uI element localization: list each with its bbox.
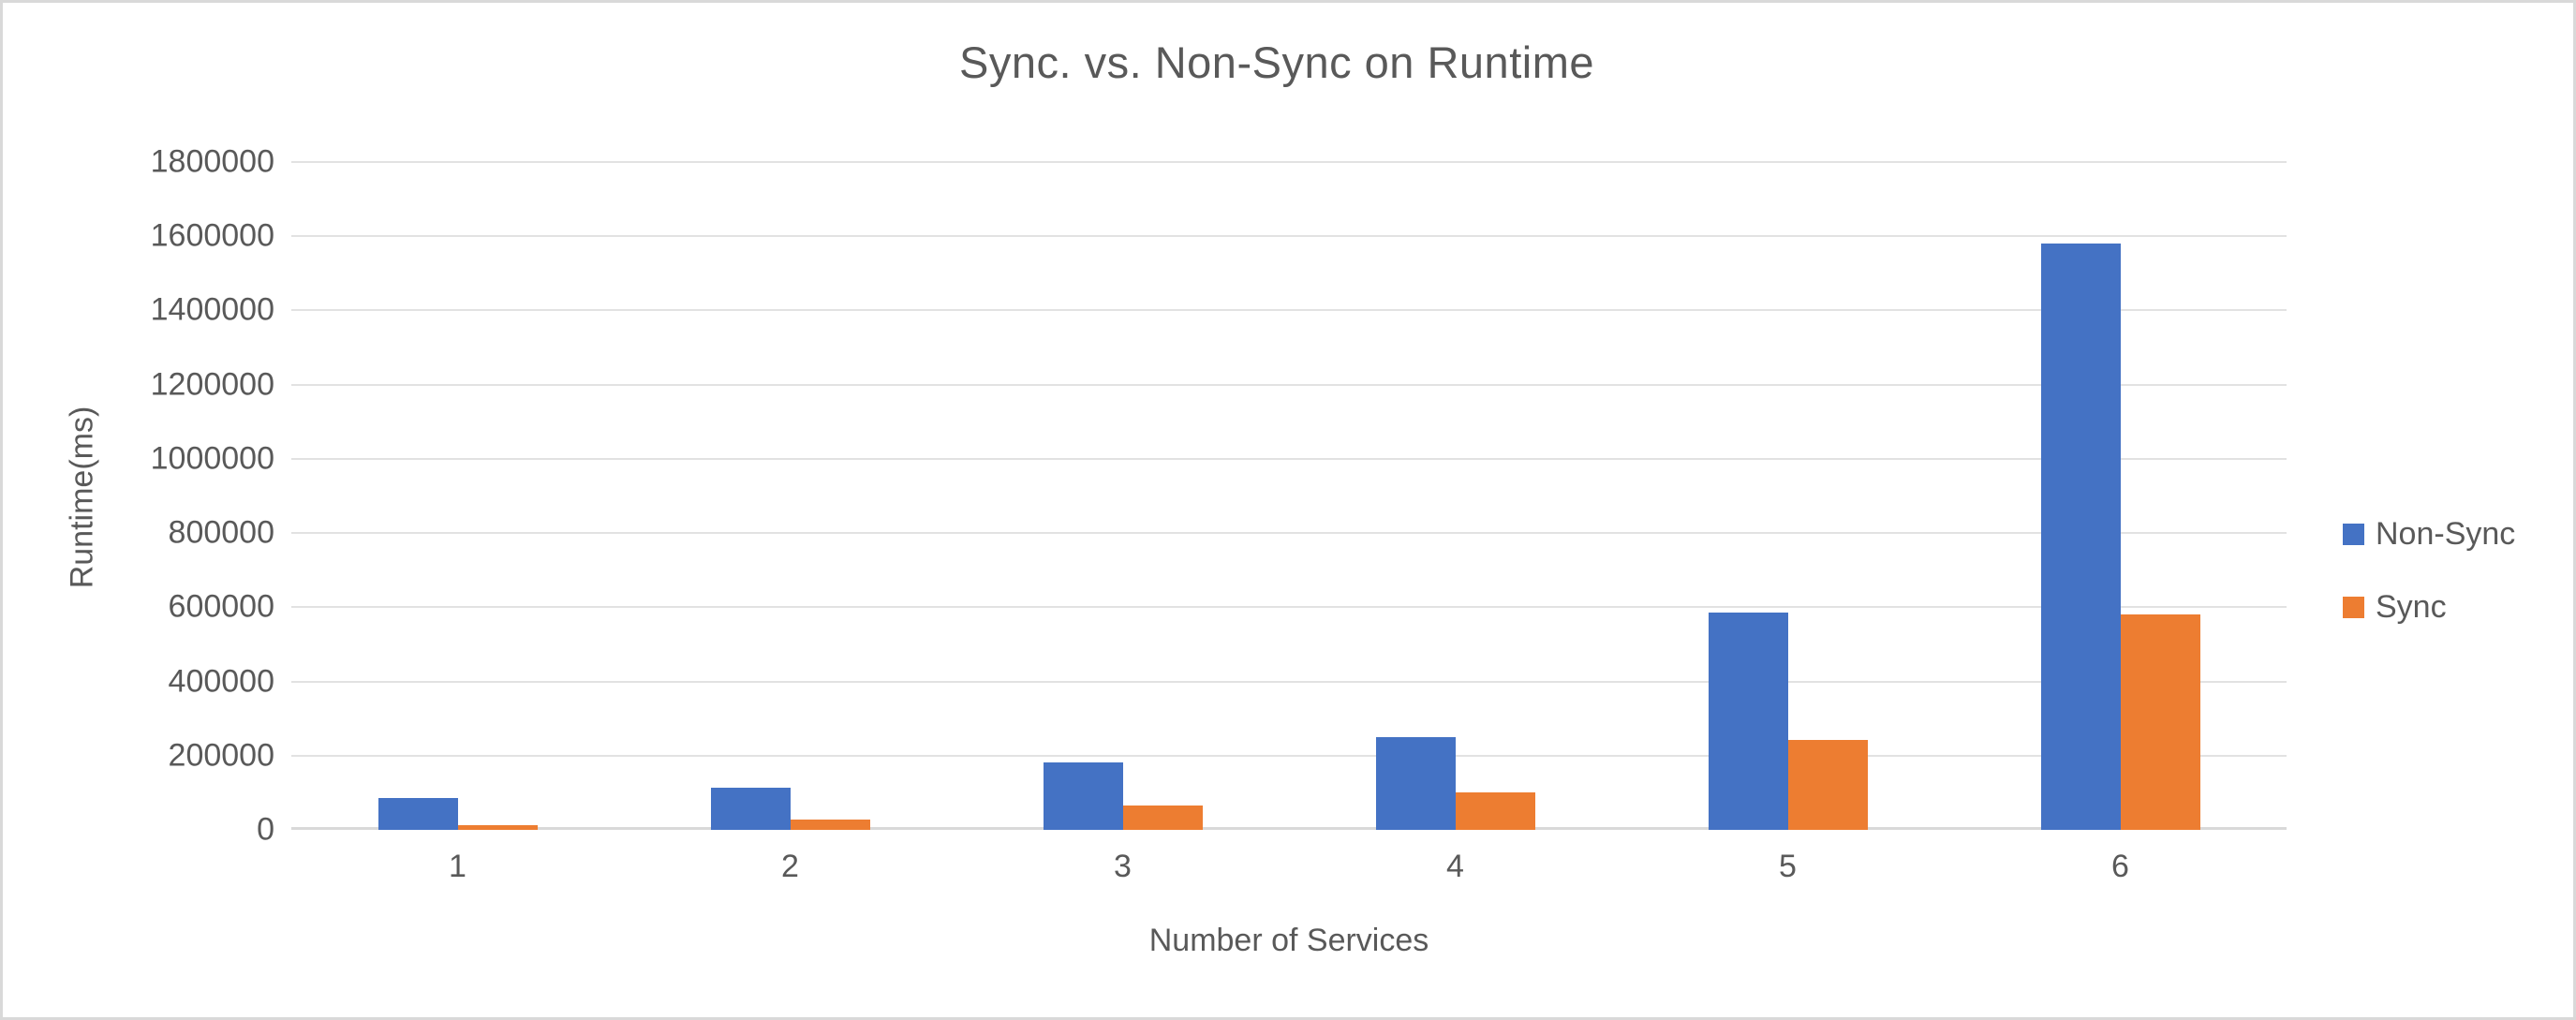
x-axis-title: Number of Services <box>1148 923 1429 958</box>
legend: Non-Sync Sync <box>2343 515 2516 664</box>
bar-non-sync-1 <box>378 797 458 830</box>
y-tick-label: 1800000 <box>150 143 274 180</box>
legend-swatch-icon <box>2343 596 2364 618</box>
legend-label: Non-Sync <box>2376 515 2516 552</box>
gridline <box>291 680 2287 683</box>
bar-non-sync-3 <box>1043 761 1123 830</box>
y-tick-label: 1400000 <box>150 291 274 328</box>
x-tick-label: 6 <box>2111 849 2129 884</box>
gridline <box>291 754 2287 757</box>
gridline <box>291 532 2287 535</box>
y-tick-label: 0 <box>257 811 274 848</box>
plot-area <box>291 161 2287 830</box>
legend-item-non-sync: Non-Sync <box>2343 515 2516 552</box>
gridline <box>291 161 2287 163</box>
gridline <box>291 235 2287 238</box>
bar-non-sync-6 <box>2040 244 2121 830</box>
x-tick-label: 2 <box>781 849 799 884</box>
gridline <box>291 383 2287 386</box>
y-tick-label: 800000 <box>168 514 274 551</box>
x-axis-line <box>291 827 2287 830</box>
y-tick-label: 1200000 <box>150 366 274 403</box>
bar-sync-3 <box>1122 806 1203 830</box>
gridline <box>291 606 2287 609</box>
bar-sync-1 <box>457 824 538 830</box>
bar-non-sync-2 <box>710 788 791 830</box>
y-axis-title: Runtime(ms) <box>64 406 100 589</box>
bar-sync-5 <box>1787 740 1868 830</box>
x-axis-tick-labels: 1 2 3 4 5 6 <box>291 849 2287 891</box>
y-tick-label: 200000 <box>168 737 274 774</box>
x-tick-label: 1 <box>449 849 466 884</box>
y-axis-tick-labels: 0 200000 400000 600000 800000 1000000 1200000 1… <box>106 3 274 1017</box>
bar-sync-2 <box>790 819 870 830</box>
x-tick-label: 4 <box>1446 849 1464 884</box>
legend-item-sync: Sync <box>2343 588 2515 625</box>
bar-sync-6 <box>2120 614 2200 830</box>
gridline <box>291 457 2287 460</box>
x-tick-label: 3 <box>1114 849 1132 884</box>
bar-non-sync-5 <box>1708 612 1788 830</box>
y-tick-label: 1600000 <box>150 217 274 254</box>
legend-label: Sync <box>2376 588 2447 625</box>
legend-swatch-icon <box>2343 523 2364 545</box>
bar-non-sync-4 <box>1375 736 1456 830</box>
bar-sync-4 <box>1455 792 1535 830</box>
y-tick-label: 1000000 <box>150 440 274 477</box>
chart-title: Sync. vs. Non-Sync on Runtime <box>959 37 1594 87</box>
y-tick-label: 400000 <box>168 663 274 700</box>
x-tick-label: 5 <box>1779 849 1797 884</box>
y-tick-label: 600000 <box>168 588 274 625</box>
gridline <box>291 309 2287 312</box>
